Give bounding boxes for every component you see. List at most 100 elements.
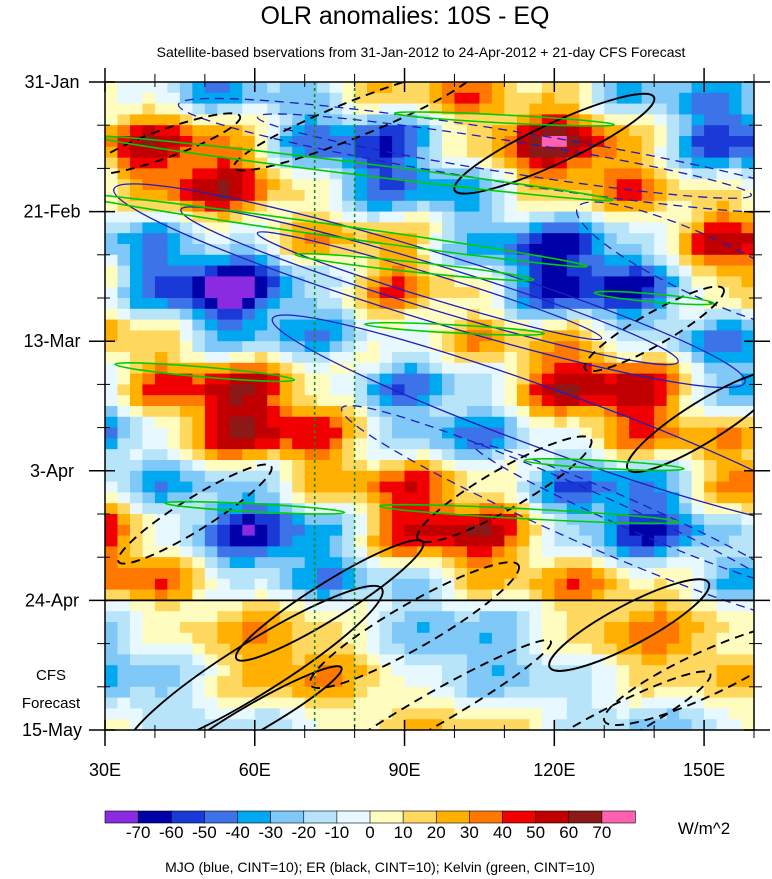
heatmap-cell (729, 308, 743, 321)
heatmap-cell (591, 82, 605, 94)
heatmap-cell (491, 589, 505, 601)
heatmap-cell (367, 686, 381, 699)
heatmap-cell (292, 654, 306, 666)
heatmap-cell (192, 406, 206, 418)
heatmap-cell (604, 557, 618, 569)
heatmap-cell (604, 384, 618, 396)
heatmap-cell (579, 449, 593, 461)
heatmap-cell (429, 686, 443, 699)
heatmap-cell (292, 103, 306, 115)
heatmap-cell (429, 168, 443, 180)
heatmap-cell (217, 589, 231, 601)
heatmap-cell (566, 427, 580, 439)
heatmap-cell (466, 179, 481, 191)
heatmap-cell (579, 157, 593, 169)
heatmap-cell (379, 125, 393, 137)
heatmap-cell (654, 470, 668, 483)
heatmap-cell (566, 492, 580, 504)
heatmap-cell (541, 654, 555, 666)
heatmap-cell (179, 179, 193, 191)
heatmap-cell (616, 686, 630, 699)
heatmap-cell (729, 319, 743, 331)
heatmap-cell (167, 589, 181, 601)
heatmap-cell (267, 719, 281, 730)
heatmap-cell (441, 211, 456, 223)
heatmap-cell (566, 287, 580, 299)
heatmap-cell (342, 125, 356, 137)
heatmap-cell (679, 244, 693, 256)
heatmap-cell (254, 330, 268, 342)
heatmap-cell (317, 362, 331, 375)
heatmap-cell (392, 395, 406, 407)
heatmap-cell (629, 265, 643, 277)
heatmap-cell (354, 103, 368, 115)
heatmap-cell (229, 244, 243, 256)
heatmap-cell (254, 168, 268, 180)
heatmap-cell (117, 200, 131, 213)
heatmap-cell (379, 632, 393, 645)
heatmap-cell (716, 233, 730, 245)
heatmap-cell (292, 503, 306, 515)
heatmap-cell (129, 276, 144, 288)
heatmap-cell (404, 427, 418, 439)
heatmap-cell (379, 114, 393, 126)
heatmap-cell (641, 384, 655, 396)
heatmap-cell (441, 244, 456, 256)
heatmap-cell (591, 168, 605, 180)
mjo-contour (256, 113, 752, 199)
heatmap-cell (317, 276, 331, 288)
heatmap-cell (616, 460, 630, 472)
heatmap-cell (154, 643, 168, 655)
heatmap-cell (292, 373, 306, 385)
heatmap-cell (129, 632, 144, 645)
heatmap-cell (516, 200, 530, 213)
heatmap-cell (716, 676, 730, 688)
heatmap-cell (616, 319, 630, 331)
heatmap-cell (129, 568, 144, 580)
heatmap-cell (129, 254, 144, 267)
heatmap-cell (691, 665, 705, 677)
heatmap-cell (367, 233, 381, 245)
heatmap-cell (117, 449, 131, 461)
heatmap-cell (392, 676, 406, 688)
heatmap-cell (105, 600, 119, 612)
heatmap-cell (217, 308, 231, 321)
heatmap-cell (466, 373, 481, 385)
heatmap-cell (691, 352, 705, 364)
heatmap-cell (479, 92, 493, 105)
heatmap-cell (267, 254, 281, 267)
heatmap-cell (304, 265, 318, 277)
heatmap-cell (267, 676, 281, 688)
heatmap-cell (729, 244, 743, 256)
heatmap-cell (441, 92, 456, 105)
heatmap-cell (242, 168, 256, 180)
heatmap-cell (217, 168, 231, 180)
heatmap-cell (691, 200, 705, 213)
heatmap-cell (429, 276, 443, 288)
heatmap-cell (354, 557, 368, 569)
heatmap-cell (529, 276, 543, 288)
heatmap-cell (716, 568, 730, 580)
heatmap-cell (466, 395, 481, 407)
heatmap-cell (354, 460, 368, 472)
heatmap-cell (229, 136, 243, 148)
heatmap-cell (741, 686, 754, 699)
y-tick-label: 15-May (22, 720, 82, 740)
heatmap-cell (429, 503, 443, 515)
heatmap-cell (129, 330, 144, 342)
heatmap-cell (566, 103, 580, 115)
heatmap-cell (317, 589, 331, 601)
heatmap-cell (516, 308, 530, 321)
heatmap-cell (105, 82, 119, 94)
heatmap-cell (741, 92, 754, 105)
heatmap-cell (304, 254, 318, 267)
heatmap-cell (217, 82, 231, 94)
heatmap-cell (454, 600, 468, 612)
heatmap-cell (529, 557, 543, 569)
heatmap-cell (479, 632, 493, 645)
heatmap-cell (691, 330, 705, 342)
heatmap-cell (641, 298, 655, 310)
heatmap-cell (429, 654, 443, 666)
heatmap-cell (217, 611, 231, 623)
heatmap-cell (704, 384, 718, 396)
